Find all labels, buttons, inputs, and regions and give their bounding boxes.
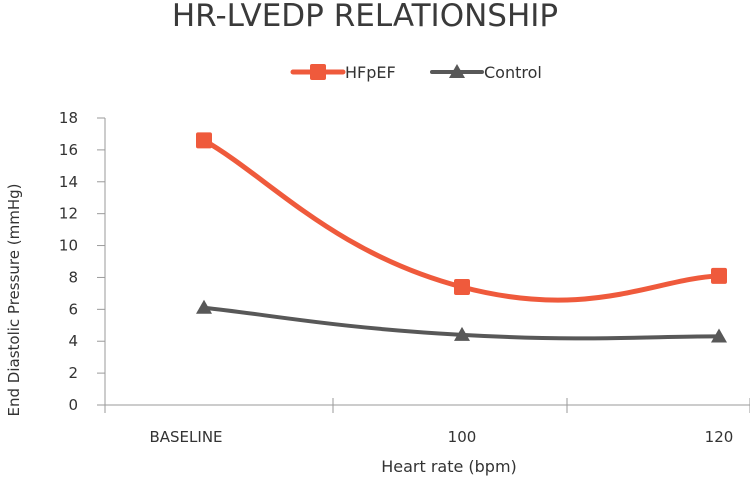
x-axis-ticks: BASELINE 100 120 — [104, 398, 750, 446]
series-lines — [201, 137, 722, 341]
chart-title: HR-LVEDP RELATIONSHIP — [172, 0, 558, 34]
legend-item-hfpef: HFpEF — [290, 63, 396, 82]
legend-label-hfpef: HFpEF — [345, 63, 396, 82]
y-tick-label: 18 — [59, 109, 78, 127]
legend-item-control: Control — [430, 63, 542, 82]
y-tick-label: 2 — [68, 364, 78, 382]
x-tick-label: 120 — [705, 428, 734, 446]
data-point-hfpef-2 — [711, 267, 727, 284]
data-point-control-1 — [454, 326, 470, 341]
series-markers — [196, 132, 727, 343]
y-tick-label: 0 — [68, 396, 78, 414]
y-tick-label: 4 — [68, 332, 78, 350]
x-tick-label: 100 — [448, 428, 477, 446]
legend-marker-control — [449, 64, 465, 78]
data-point-control-2 — [711, 328, 727, 343]
data-point-hfpef-0 — [196, 132, 212, 149]
y-tick-label: 14 — [59, 173, 78, 191]
x-axis-label: Heart rate (bpm) — [381, 457, 517, 476]
legend-label-control: Control — [484, 63, 542, 82]
legend: HFpEF Control — [290, 63, 542, 82]
data-point-control-0 — [196, 299, 212, 314]
y-tick-label: 8 — [68, 268, 78, 286]
y-axis-label: End Diastolic Pressure (mmHg) — [5, 184, 23, 417]
data-point-hfpef-1 — [454, 279, 470, 296]
legend-marker-hfpef — [310, 64, 326, 80]
series-line-hfpef — [201, 137, 722, 303]
y-axis-ticks: 0 2 4 6 8 10 12 14 16 18 — [59, 109, 105, 414]
y-tick-label: 12 — [59, 205, 78, 223]
y-tick-label: 10 — [59, 237, 78, 255]
x-tick-label: BASELINE — [149, 428, 222, 446]
y-tick-label: 6 — [68, 300, 78, 318]
y-tick-label: 16 — [59, 141, 78, 159]
